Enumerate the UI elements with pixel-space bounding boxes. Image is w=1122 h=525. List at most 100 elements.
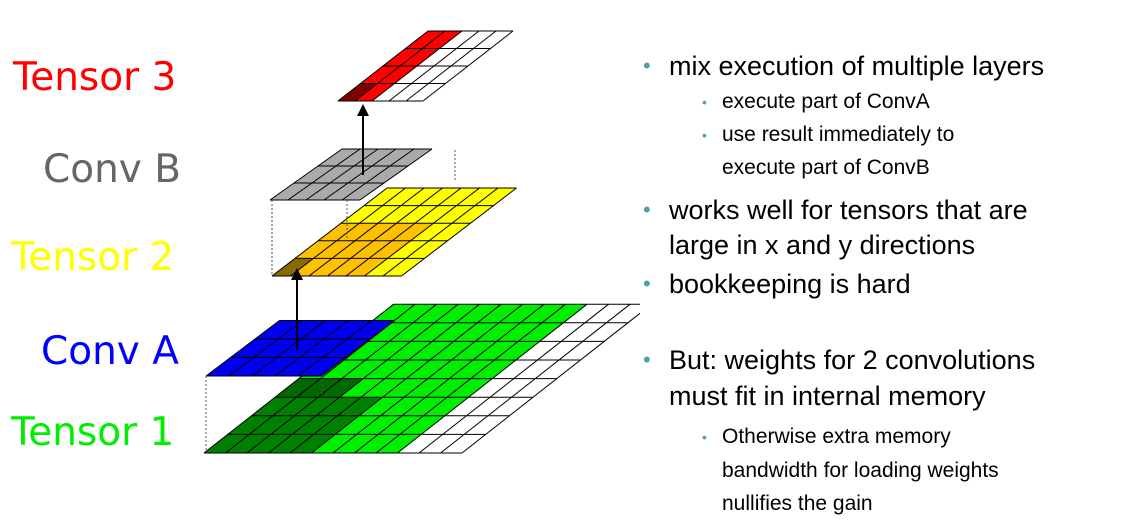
convb-grid-cell [318,149,360,166]
t3-grid-gridline [388,30,480,102]
tensor1-grid-gridline [311,303,502,454]
tensor1-grid-cell [520,304,566,323]
convb-grid-cell [306,183,348,200]
conva-grid-cell [206,357,254,376]
bullet-dot-icon: • [702,94,707,110]
tensor1-grid-cell [451,341,497,360]
conva-grid-gridline [320,320,395,377]
t3-grid-cell [422,31,462,49]
tensor1-grid-cell [410,322,456,342]
tensor1-grid-cell [473,341,519,360]
tensor2-grid-cell [475,188,517,206]
tensor1-grid-cell [369,304,416,323]
tensor1-grid-cell [430,341,476,360]
tensor1-grid-cell [447,378,493,398]
tensor1-grid-cell [270,415,316,435]
tensor2-grid-cell [295,240,337,259]
tensor1-grid-gridline [246,303,437,454]
conva-grid-cell [255,320,303,339]
tensor2-grid-cell [341,205,383,224]
bullet-4-1: • Otherwise extra memory [702,425,951,448]
bullet-3: • bookkeeping is hard [643,269,911,299]
convb-label: Conv B [43,147,182,192]
convb-grid-cell [366,166,408,183]
tensor1-grid-cell [337,397,383,416]
tensor1-grid-gridline [440,303,631,454]
tensor1-grid-gridline [461,312,640,454]
convb-grid-cell [342,183,384,200]
tensor1-grid-cell [358,397,405,416]
convb-grid-cell [294,166,336,183]
tensor2-grid-cell [359,205,401,224]
tensor1-grid-cell [406,360,452,379]
tensor1-grid-cell [367,322,413,342]
conva-grid-cell [299,339,347,358]
tensor1-grid-cell [518,322,564,342]
t3-grid-cell [383,48,423,66]
tensor1-grid-cell [498,304,545,323]
tensor2-grid-gridline [308,187,425,277]
tensor1-grid-cell [470,360,516,379]
t3-grid-gridline [422,30,514,102]
conva-grid-gridline [297,320,372,377]
tensor1-grid-cell [247,434,293,453]
tensor1-grid-cell [292,415,338,435]
tensor2-grid-gridline [382,187,499,277]
t3-grid-cell [338,83,378,101]
convb-grid-cell [288,183,330,200]
tensor1-grid-cell [427,360,473,379]
t3-grid-gridline [337,30,429,102]
tensor1-grid-cell [455,304,502,323]
tensor1-grid-cell [453,322,499,342]
tensor1-grid-cell [335,415,381,435]
bullet-dot-icon: • [643,53,651,78]
bullet-dot-icon: • [702,429,707,445]
tensor2-grid-cell [332,240,374,259]
conva-grid-cell [322,339,370,358]
tensor1-grid-cell [541,304,588,323]
tensor2-grid-cell [401,188,443,206]
tensor1-grid-cell [320,360,366,379]
tensor2-grid-gridline [271,187,388,277]
arrow-head-icon [291,268,303,280]
conva-grid-cell [278,320,326,339]
tensor1-grid-cell [475,322,521,342]
conva-grid-cell [298,357,346,376]
conva-grid-cell [324,320,372,339]
tensor1-grid-cell [361,378,407,398]
convb-grid-cell [348,166,390,183]
tensor1-grid-cell [318,378,364,398]
tensor2-grid-cell [382,188,424,206]
tensor1-label: Tensor 1 [11,410,175,455]
tensor1-grid-gridline [332,303,523,454]
tensor1-grid-cell [432,322,478,342]
tensor1-grid-cell [494,341,540,360]
tensor2-grid-cell [456,188,498,206]
bullet-4-1-cont: bandwidth for loading weights [722,459,999,482]
tensor2-grid-cell [355,223,397,241]
conva-grid-gridline [228,320,303,377]
tensor1-grid-cell [434,304,480,323]
tensor1-grid-cell [365,341,411,360]
tensor1-grid-cell [333,434,379,453]
tensor2-grid-gridline [327,187,443,277]
tensor1-grid-cell [356,415,402,435]
tensor2-label: Tensor 2 [11,235,175,280]
conva-grid-cell [347,320,395,339]
bullet-4-cont: must fit in internal memory [669,381,986,411]
convb-grid-gridline [359,148,433,201]
tensor2-grid-cell [396,205,438,224]
t3-grid-gridline [371,30,463,102]
bullet-1-2: • use result immediately to [702,123,955,146]
tensor2-grid-cell [309,258,351,276]
tensor2-grid-gridline [364,187,480,277]
bullet-1: • mix execution of multiple layers [643,51,1045,81]
tensor1-grid-cell [376,434,422,453]
tensor1-grid-cell [272,397,319,416]
tensor2-grid-cell [373,223,415,241]
bullet-1-1: • execute part of ConvA [702,90,930,113]
tensor1-grid-cell [384,360,430,379]
tensor1-grid-cell [449,360,495,379]
convb-grid-cell [324,183,366,200]
convb-grid-cell [390,149,432,166]
